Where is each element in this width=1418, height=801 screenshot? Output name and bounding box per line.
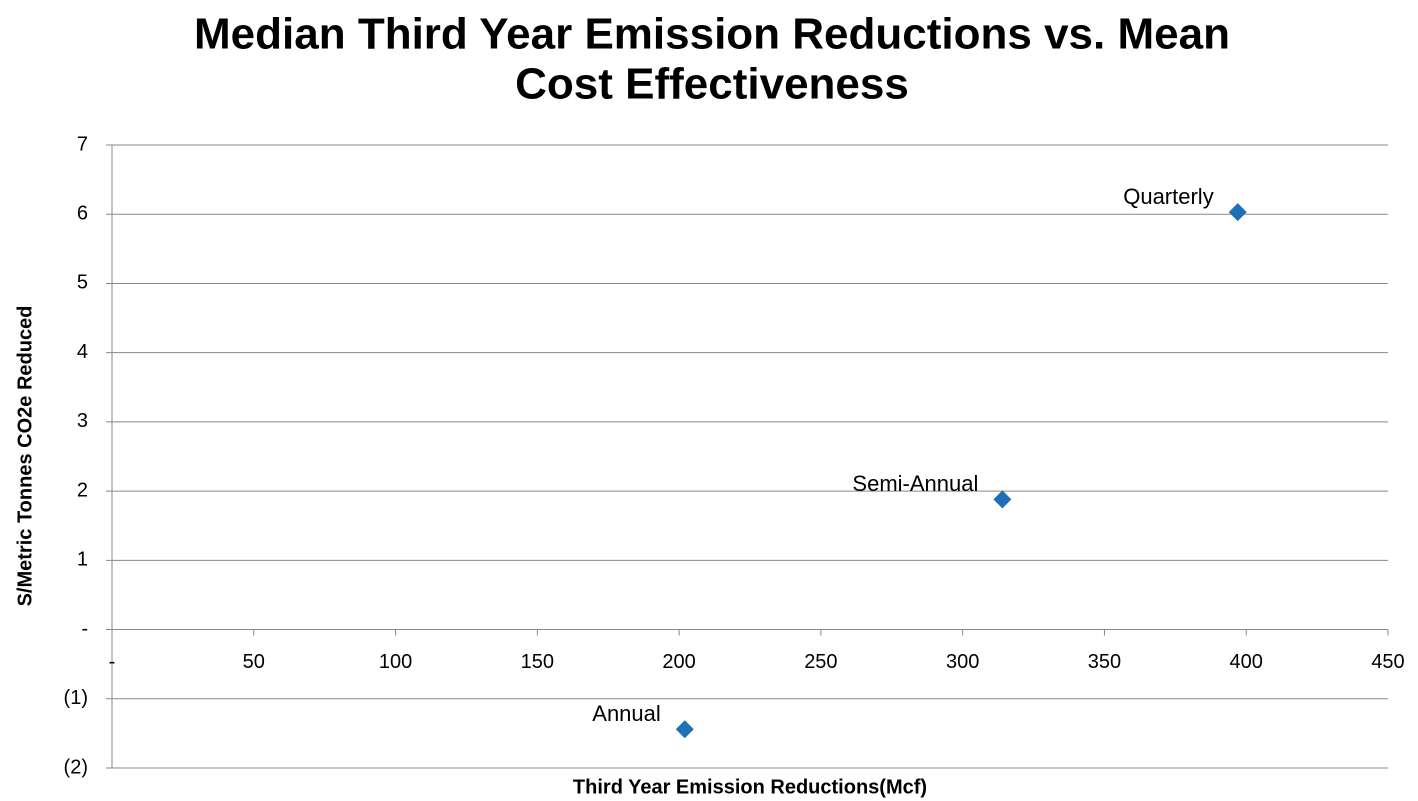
point-label: Annual bbox=[592, 701, 661, 726]
x-tick-label: 450 bbox=[1371, 651, 1404, 673]
x-tick-label: 300 bbox=[946, 651, 979, 673]
x-tick-label: 250 bbox=[804, 651, 837, 673]
y-tick-label: (1) bbox=[64, 687, 88, 709]
point-label: Semi-Annual bbox=[852, 471, 978, 496]
point bbox=[675, 720, 694, 739]
x-tick-label: - bbox=[109, 651, 116, 673]
x-tick-label: 50 bbox=[243, 651, 265, 673]
y-tick-label: 5 bbox=[77, 272, 88, 294]
x-tick-label: 150 bbox=[521, 651, 554, 673]
x-tick-label: 400 bbox=[1230, 651, 1263, 673]
y-tick-label: 7 bbox=[77, 133, 88, 155]
x-tick-label: 200 bbox=[662, 651, 695, 673]
chart-title-line-2: Cost Effectiveness bbox=[515, 60, 909, 109]
chart-title-line-1: Median Third Year Emission Reductions vs… bbox=[194, 10, 1230, 59]
y-axis-title: S/Metric Tonnes CO2e Reduced bbox=[14, 306, 36, 607]
y-tick-label: - bbox=[81, 618, 88, 640]
y-tick-label: 4 bbox=[77, 341, 88, 363]
y-tick-label: 6 bbox=[77, 203, 88, 225]
point-label: Quarterly bbox=[1123, 184, 1213, 209]
y-tick-label: 3 bbox=[77, 410, 88, 432]
x-axis-title: Third Year Emission Reductions(Mcf) bbox=[573, 776, 927, 798]
y-tick-label: (2) bbox=[64, 756, 88, 778]
point bbox=[1228, 203, 1247, 222]
x-tick-label: 100 bbox=[379, 651, 412, 673]
x-tick-label: 350 bbox=[1088, 651, 1121, 673]
point bbox=[993, 490, 1012, 509]
y-tick-label: 1 bbox=[77, 549, 88, 571]
y-tick-label: 2 bbox=[77, 479, 88, 501]
